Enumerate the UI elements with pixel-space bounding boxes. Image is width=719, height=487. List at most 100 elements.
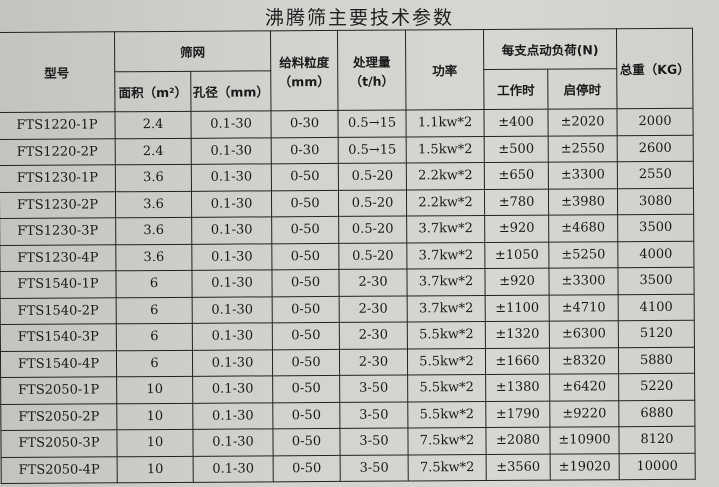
cell-area: 6 xyxy=(116,323,193,351)
cell-load-working: ±1100 xyxy=(485,294,550,322)
cell-feed-size: 0-50 xyxy=(271,216,339,244)
table-row: FTS2050-4P 10 0.1-30 0-50 3-50 7.5kw*2 ±3560 ±1… xyxy=(1,452,696,484)
cell-capacity: 3-50 xyxy=(339,401,408,429)
table-row: FTS1230-1P 3.6 0.1-30 0-50 0.5-20 2.2kw*2 ±650… xyxy=(0,161,694,192)
cell-capacity: 0.5-20 xyxy=(338,189,407,217)
cell-capacity: 2-30 xyxy=(339,322,408,349)
cell-load-start-stop: ±8320 xyxy=(549,347,619,375)
cell-model: FTS1230-1P xyxy=(0,164,116,192)
table-row: FTS1540-4P 6 0.1-30 0-50 2-30 5.5kw*2 ±1660 ±83… xyxy=(0,346,695,378)
table-row: FTS1220-2P 2.4 0.1-30 0-30 0.5→15 1.5kw*2 ±500… xyxy=(0,134,694,166)
table-row: FTS1220-1P 2.4 0.1-30 0-30 0.5→15 1.1kw*2 ±400… xyxy=(0,108,694,139)
cell-load-start-stop: ±4680 xyxy=(548,214,618,242)
table-row: FTS2050-1P 10 0.1-30 0-50 3-50 5.5kw*2 ±1380 ±6… xyxy=(0,373,695,404)
cell-load-working: ±920 xyxy=(484,268,550,296)
document-title: 沸腾筛主要技术参数 xyxy=(264,7,454,29)
cell-feed-size: 0-50 xyxy=(272,295,340,323)
cell-load-start-stop: ±6420 xyxy=(549,373,619,401)
cell-capacity: 2-30 xyxy=(339,295,408,323)
cell-capacity: 3-50 xyxy=(340,454,409,482)
cell-model: FTS1540-1P xyxy=(0,270,117,298)
cell-load-working: ±500 xyxy=(484,135,549,163)
cell-power: 5.5kw*2 xyxy=(407,401,486,429)
cell-area: 10 xyxy=(116,376,193,404)
cell-feed-size: 0-50 xyxy=(272,375,340,403)
cell-load-start-stop: ±4710 xyxy=(549,294,619,322)
cell-power: 3.7kw*2 xyxy=(407,295,486,323)
cell-load-working: ±1320 xyxy=(485,321,550,349)
cell-weight: 3080 xyxy=(617,187,694,215)
table-row: FTS2050-2P 10 0.1-30 0-50 3-50 5.5kw*2 ±1790 ±9… xyxy=(0,399,695,431)
header-load: 每支点动负荷(N) xyxy=(483,28,617,70)
cell-model: FTS1220-2P xyxy=(0,138,116,166)
cell-weight: 5120 xyxy=(618,320,695,348)
cell-feed-size: 0-50 xyxy=(272,401,340,429)
cell-aperture: 0.1-30 xyxy=(191,190,272,218)
table-row: FTS1540-2P 6 0.1-30 0-50 2-30 3.7kw*2 ±1100 ±47… xyxy=(0,293,695,325)
cell-load-start-stop: ±3300 xyxy=(548,161,618,189)
cell-area: 2.4 xyxy=(114,111,192,139)
cell-model: FTS2050-4P xyxy=(1,456,118,484)
cell-capacity: 0.5-20 xyxy=(338,216,407,243)
cell-power: 7.5kw*2 xyxy=(408,454,487,482)
cell-load-start-stop: ±6300 xyxy=(549,320,619,348)
cell-load-start-stop: ±5250 xyxy=(548,241,618,269)
cell-load-start-stop: ±9220 xyxy=(549,400,619,428)
cell-power: 5.5kw*2 xyxy=(407,321,486,349)
cell-area: 6 xyxy=(116,296,193,324)
cell-area: 3.6 xyxy=(115,164,192,192)
cell-capacity: 0.5→15 xyxy=(337,110,407,137)
cell-aperture: 0.1-30 xyxy=(192,296,273,324)
cell-feed-size: 0-50 xyxy=(271,163,339,191)
cell-aperture: 0.1-30 xyxy=(191,163,272,191)
header-feed-size: 给料粒度（mm） xyxy=(270,30,338,111)
cell-feed-size: 0-50 xyxy=(273,454,341,482)
cell-load-working: ±400 xyxy=(483,109,549,137)
cell-weight: 5220 xyxy=(618,373,695,401)
cell-aperture: 0.1-30 xyxy=(192,322,273,350)
cell-load-working: ±1660 xyxy=(485,347,550,375)
cell-weight: 4000 xyxy=(617,240,694,268)
cell-power: 7.5kw*2 xyxy=(407,427,487,455)
cell-aperture: 0.1-30 xyxy=(192,375,273,403)
header-capacity: 处理量（t/h） xyxy=(337,30,406,111)
cell-weight: 6880 xyxy=(618,399,695,427)
cell-aperture: 0.1-30 xyxy=(191,216,272,244)
table-body: FTS1220-1P 2.4 0.1-30 0-30 0.5→15 1.1kw*2 ±400… xyxy=(0,108,696,484)
cell-capacity: 3-50 xyxy=(339,375,408,402)
cell-capacity: 2-30 xyxy=(339,348,408,376)
header-start-stop: 启停时 xyxy=(547,68,617,110)
cell-aperture: 0.1-30 xyxy=(191,269,273,297)
cell-load-working: ±3560 xyxy=(486,453,551,481)
cell-aperture: 0.1-30 xyxy=(191,243,272,271)
header-model: 型号 xyxy=(0,31,115,113)
cell-power: 2.2kw*2 xyxy=(406,162,485,190)
header-weight: 总重（KG） xyxy=(616,28,693,109)
cell-power: 3.7kw*2 xyxy=(406,215,485,243)
cell-load-start-stop: ±10900 xyxy=(549,426,620,454)
cell-aperture: 0.1-30 xyxy=(191,137,272,165)
cell-capacity: 0.5-20 xyxy=(338,163,407,190)
cell-area: 3.6 xyxy=(115,243,192,271)
cell-aperture: 0.1-30 xyxy=(192,402,273,430)
cell-load-start-stop: ±3300 xyxy=(548,267,619,295)
cell-feed-size: 0-50 xyxy=(271,242,339,270)
cell-feed-size: 0-50 xyxy=(271,189,339,217)
cell-feed-size: 0-50 xyxy=(272,428,341,456)
cell-load-working: ±780 xyxy=(484,188,549,216)
cell-aperture: 0.1-30 xyxy=(193,455,274,483)
cell-model: FTS1220-1P xyxy=(0,111,116,139)
cell-load-working: ±1050 xyxy=(484,241,549,269)
cell-area: 3.6 xyxy=(115,217,192,245)
header-working: 工作时 xyxy=(483,69,548,110)
table-row: FTS2050-3P 10 0.1-30 0-50 3-50 7.5kw*2 ±2080 ±1… xyxy=(0,426,696,457)
cell-aperture: 0.1-30 xyxy=(192,349,273,377)
cell-power: 3.7kw*2 xyxy=(406,242,485,270)
cell-model: FTS2050-2P xyxy=(0,403,117,431)
cell-weight: 3500 xyxy=(617,214,694,242)
cell-load-start-stop: ±2020 xyxy=(547,108,618,136)
cell-area: 10 xyxy=(116,429,194,457)
cell-load-working: ±1380 xyxy=(485,374,550,402)
cell-capacity: 0.5-20 xyxy=(338,242,407,270)
table-row: FTS1540-1P 6 0.1-30 0-50 2-30 3.7kw*2 ±920 ±330… xyxy=(0,267,695,298)
